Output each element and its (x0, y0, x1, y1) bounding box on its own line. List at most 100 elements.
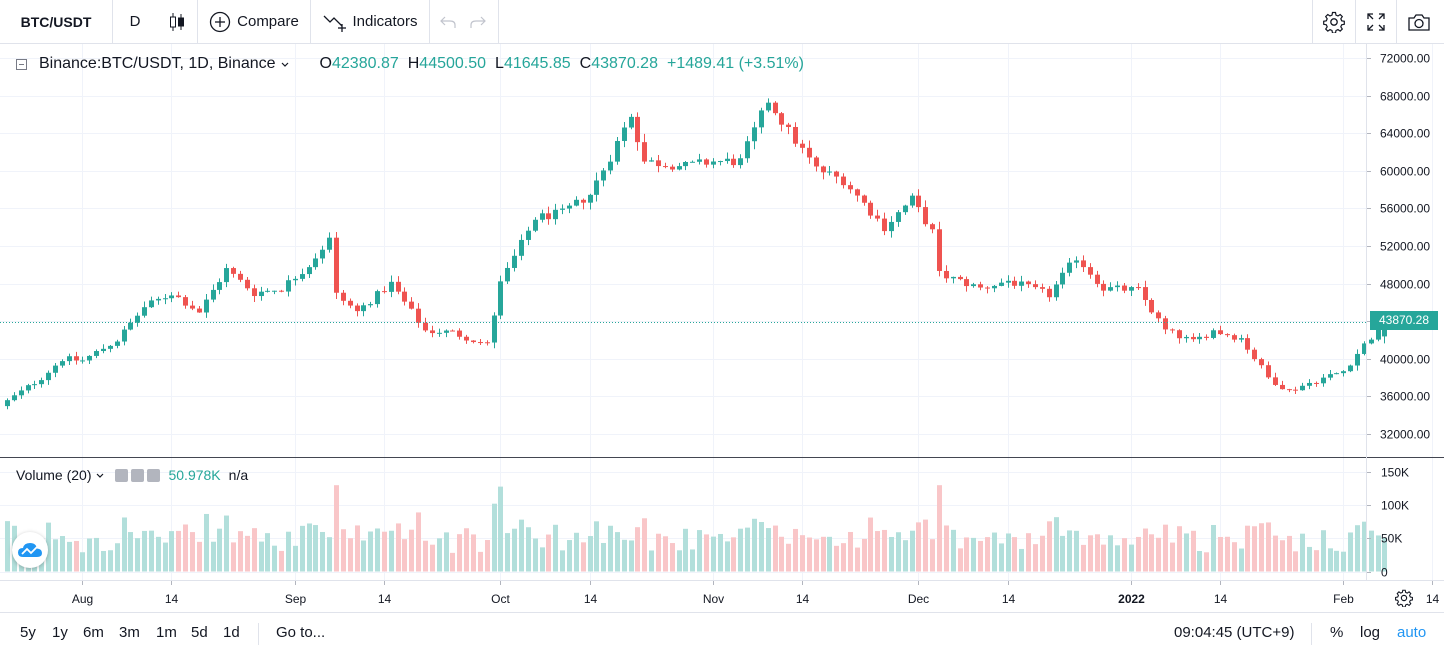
candle-body (272, 290, 277, 292)
collapse-legend-button[interactable] (16, 58, 27, 70)
volume-bars (5, 485, 1387, 572)
volume-bar (1341, 551, 1346, 572)
volume-bar (1211, 524, 1216, 572)
volume-bar (862, 538, 867, 572)
cloud-logo-icon (18, 543, 42, 557)
volume-bar (786, 543, 791, 572)
undo-button[interactable] (434, 0, 462, 43)
time-axis: Aug 14 Sep 14 Oct 14 Nov 14 Dec 14 2022 14 Feb 14 (72, 581, 1439, 606)
volume-bar (800, 535, 805, 572)
range-5y[interactable]: 5y (20, 624, 36, 641)
range-3m[interactable]: 3m (119, 624, 140, 641)
candle-body (327, 237, 332, 250)
volume-bar (1300, 533, 1305, 572)
candle-body (26, 385, 31, 391)
volume-bar (533, 538, 538, 572)
tradingview-logo-button[interactable] (12, 532, 48, 568)
goto-button[interactable]: Go to... (276, 624, 326, 641)
volume-bar (368, 531, 373, 572)
candle-body (1012, 280, 1017, 286)
volume-bar (485, 540, 490, 572)
candle-body (1184, 336, 1189, 339)
volume-bar (1047, 521, 1052, 572)
candle-body (1225, 334, 1230, 336)
candle-body (855, 189, 860, 196)
price-axis: 32000.0036000.0040000.0044000.0048000.00… (1366, 52, 1430, 442)
candle-body (5, 400, 10, 407)
volume-bar (848, 531, 853, 572)
volume-bar (992, 532, 997, 572)
range-5d[interactable]: 5d (191, 624, 208, 641)
compare-button[interactable]: Compare (198, 0, 310, 43)
volume-bar (1122, 538, 1127, 572)
chart-type-button[interactable] (157, 0, 197, 43)
candle-body (889, 221, 894, 232)
candle-body (1355, 353, 1360, 366)
volume-bar (217, 528, 222, 572)
gear-icon (1395, 589, 1413, 608)
log-toggle[interactable]: log (1360, 624, 1381, 641)
candle-body (635, 116, 640, 143)
volume-bar (135, 538, 140, 572)
time-tick-label: Oct (491, 592, 510, 606)
volume-bar (286, 531, 291, 572)
screenshot-button[interactable] (1397, 0, 1441, 43)
volume-bar (1170, 542, 1175, 572)
range-1d[interactable]: 1d (223, 624, 240, 641)
divider (310, 0, 311, 43)
volume-bar (1355, 525, 1360, 572)
candle-body (903, 205, 908, 213)
volume-bar (498, 486, 503, 572)
range-1m[interactable]: 1m (156, 624, 177, 641)
volume-bar (793, 528, 798, 572)
symbol-description[interactable]: Binance:BTC/USDT, 1D, Binance (39, 55, 290, 73)
gear-icon[interactable] (131, 468, 145, 482)
volume-bar (1019, 548, 1024, 572)
candle-body (868, 202, 873, 216)
candle-body (540, 213, 545, 220)
volume-bar (649, 550, 654, 572)
candle-body (1156, 312, 1161, 319)
volume-bar (409, 529, 414, 572)
candle-body (827, 171, 832, 173)
candle-body (53, 365, 58, 373)
candle-body (313, 258, 318, 268)
range-6m[interactable]: 6m (83, 624, 104, 641)
interval-button[interactable]: D (113, 0, 157, 43)
volume-study-label[interactable]: Volume (20) (16, 467, 105, 483)
candle-body (704, 159, 709, 165)
fullscreen-button[interactable] (1356, 0, 1396, 43)
auto-toggle[interactable]: auto (1397, 624, 1427, 641)
candle-body (642, 142, 647, 162)
candle-body (663, 166, 668, 168)
divider (1312, 0, 1313, 43)
volume-bar (101, 550, 106, 572)
axis-settings-button[interactable] (1395, 589, 1415, 609)
symbol-search[interactable]: BTC/USDT (0, 0, 112, 43)
volume-bar (779, 536, 784, 572)
volume-bar (766, 528, 771, 572)
volume-bar (1287, 535, 1292, 572)
close-icon[interactable] (147, 468, 161, 482)
volume-bar (656, 533, 661, 572)
candle-body (382, 291, 387, 293)
volume-bar (67, 541, 72, 572)
candle-body (1300, 385, 1305, 391)
candle-body (690, 161, 695, 163)
volume-bar (814, 539, 819, 572)
settings-button[interactable] (1313, 0, 1355, 43)
price-chart[interactable]: 32000.0036000.0040000.0044000.0048000.00… (0, 0, 1444, 612)
candle-body (368, 304, 373, 306)
eye-icon[interactable] (115, 468, 129, 482)
range-1y[interactable]: 1y (52, 624, 68, 641)
candle-body (245, 279, 250, 289)
clock[interactable]: 09:04:45 (UTC+9) (1174, 624, 1295, 641)
redo-button[interactable] (464, 0, 492, 43)
candle-body (519, 239, 524, 256)
volume-bar (108, 550, 113, 572)
volume-bar (307, 523, 312, 572)
low-value: 41645.85 (503, 55, 571, 72)
percent-toggle[interactable]: % (1330, 624, 1344, 641)
volume-bar (402, 539, 407, 572)
indicators-button[interactable]: Indicators (311, 0, 429, 43)
